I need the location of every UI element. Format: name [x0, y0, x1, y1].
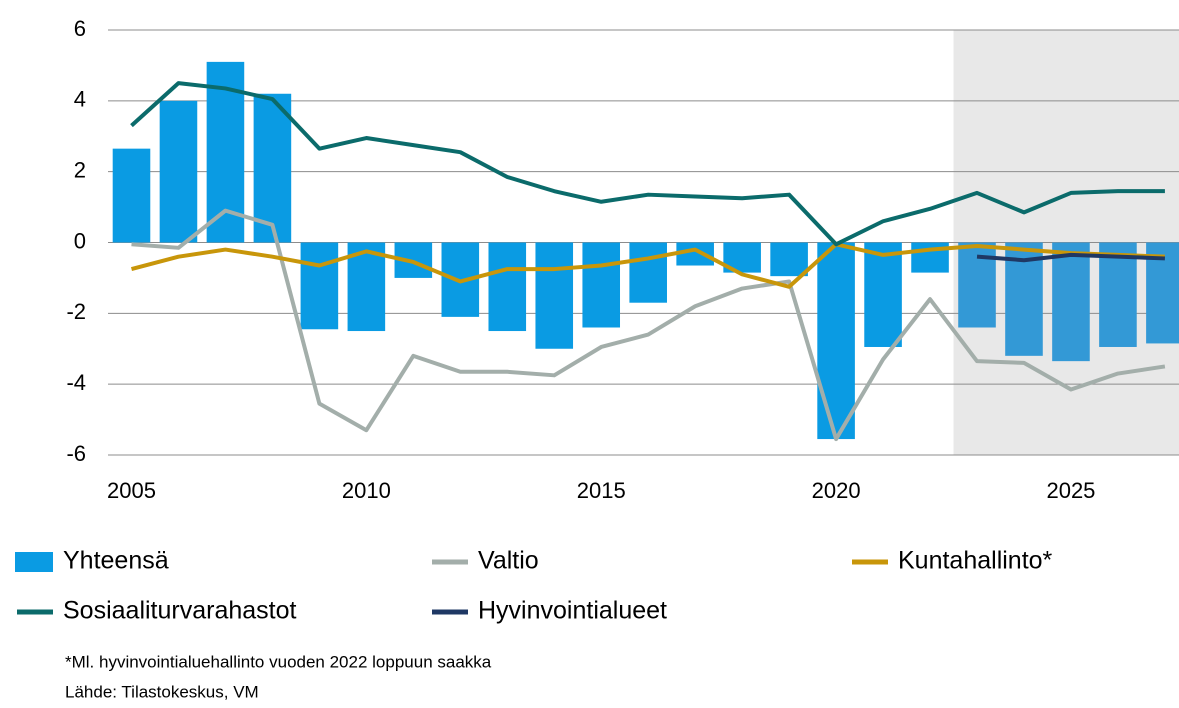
footnote: *Ml. hyvinvointialuehallinto vuoden 2022…	[65, 652, 492, 671]
bar	[770, 242, 808, 277]
x-tick-label: 2015	[577, 478, 626, 503]
legend-label: Kuntahallinto*	[898, 547, 1053, 575]
bar	[817, 242, 855, 440]
line	[130, 242, 1165, 289]
bar	[1052, 242, 1090, 362]
bar	[488, 242, 527, 332]
bar	[676, 242, 714, 266]
bar	[159, 100, 198, 243]
legend-label: Sosiaaliturvarahastot	[63, 597, 297, 625]
footnote: Lähde: Tilastokeskus, VM	[65, 682, 259, 701]
legend-label: Yhteensä	[63, 547, 169, 575]
bar	[300, 242, 339, 330]
y-tick-label: 0	[74, 228, 86, 253]
line	[976, 252, 1165, 263]
y-tick-label: -2	[66, 299, 86, 324]
x-tick-label: 2005	[107, 478, 156, 503]
bar	[864, 242, 902, 347]
bar	[1099, 242, 1137, 347]
bar	[629, 242, 667, 303]
bar	[958, 242, 996, 328]
legend-swatch	[15, 552, 53, 572]
y-tick-label: 6	[74, 16, 86, 41]
bar	[253, 93, 292, 243]
legend-label: Valtio	[478, 547, 539, 575]
x-tick-label: 2020	[812, 478, 861, 503]
x-tick-label: 2025	[1046, 478, 1095, 503]
y-tick-label: -4	[66, 370, 86, 395]
bar	[112, 148, 151, 243]
y-tick-label: 2	[74, 157, 86, 182]
line	[131, 208, 1166, 442]
bar	[347, 242, 386, 332]
bar	[535, 242, 574, 349]
bar	[582, 242, 621, 328]
y-tick-label: -6	[66, 441, 86, 466]
legend-label: Hyvinvointialueet	[478, 597, 667, 625]
y-tick-label: 4	[74, 87, 86, 112]
line	[130, 81, 1165, 247]
x-tick-label: 2010	[342, 478, 391, 503]
